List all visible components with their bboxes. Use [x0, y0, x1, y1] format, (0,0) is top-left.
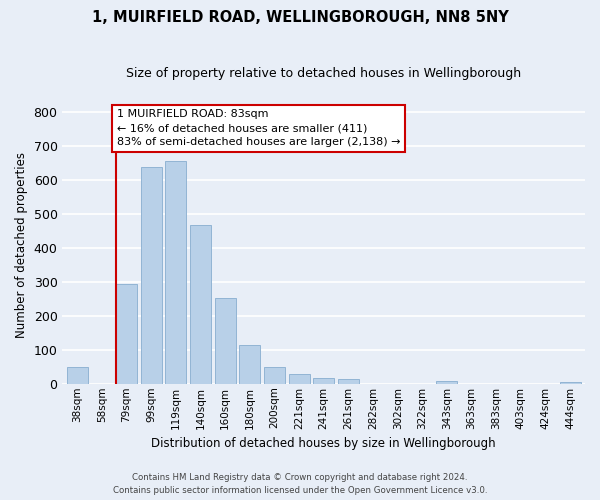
Title: Size of property relative to detached houses in Wellingborough: Size of property relative to detached ho… [126, 68, 521, 80]
Y-axis label: Number of detached properties: Number of detached properties [15, 152, 28, 338]
Text: 1 MUIRFIELD ROAD: 83sqm
← 16% of detached houses are smaller (411)
83% of semi-d: 1 MUIRFIELD ROAD: 83sqm ← 16% of detache… [116, 110, 400, 148]
Bar [264, 367, 285, 384]
Bar [338, 380, 359, 384]
Bar [289, 374, 310, 384]
Bar [560, 382, 581, 384]
Bar [436, 382, 457, 384]
Text: Contains HM Land Registry data © Crown copyright and database right 2024.
Contai: Contains HM Land Registry data © Crown c… [113, 474, 487, 495]
Bar [116, 284, 137, 384]
Bar [166, 160, 186, 384]
Bar [313, 378, 334, 384]
Bar [239, 346, 260, 384]
X-axis label: Distribution of detached houses by size in Wellingborough: Distribution of detached houses by size … [151, 437, 496, 450]
Bar [215, 298, 236, 384]
Text: 1, MUIRFIELD ROAD, WELLINGBOROUGH, NN8 5NY: 1, MUIRFIELD ROAD, WELLINGBOROUGH, NN8 5… [92, 10, 508, 25]
Bar [140, 167, 161, 384]
Bar [190, 225, 211, 384]
Bar [67, 368, 88, 384]
